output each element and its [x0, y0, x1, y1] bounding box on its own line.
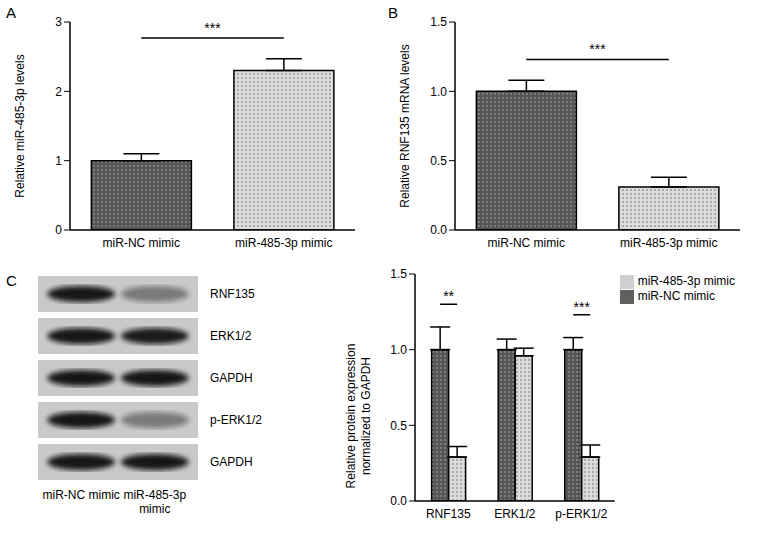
svg-text:**: ** — [443, 288, 454, 304]
svg-text:3: 3 — [55, 15, 62, 29]
svg-text:RNF135: RNF135 — [426, 507, 471, 521]
html-text:Relative protein expression no: Relative protein expression normalized t… — [344, 343, 373, 489]
html-text:C: C — [6, 272, 17, 289]
svg-text:GAPDH: GAPDH — [210, 455, 253, 469]
html-text:miR-NC mimic miR-485-3p mimic: miR-NC mimic miR-485-3p mimic — [42, 488, 187, 516]
svg-text:0.0: 0.0 — [430, 223, 447, 237]
svg-text:***: *** — [204, 20, 221, 36]
svg-text:miR-485-3p mimic: miR-485-3p mimic — [235, 236, 332, 250]
svg-text:1: 1 — [55, 154, 62, 168]
svg-text:ERK1/2: ERK1/2 — [210, 329, 252, 343]
svg-text:1.5: 1.5 — [430, 15, 447, 29]
svg-text:Relative miR-485-3p levels: Relative miR-485-3p levels — [13, 54, 27, 197]
html-text:miR-NC mimic: miR-NC mimic — [637, 288, 715, 303]
html-text:miR-485-3p mimic: miR-485-3p mimic — [637, 274, 735, 288]
svg-text:miR-NC mimic: miR-NC mimic — [103, 236, 180, 250]
svg-text:1.5: 1.5 — [390, 267, 407, 281]
svg-text:ERK1/2: ERK1/2 — [494, 507, 536, 521]
svg-text:miR-NC mimic: miR-NC mimic — [488, 236, 565, 250]
svg-text:GAPDH: GAPDH — [210, 371, 253, 385]
svg-text:0.5: 0.5 — [430, 154, 447, 168]
svg-text:2: 2 — [55, 85, 62, 99]
svg-text:***: *** — [589, 41, 606, 57]
svg-text:Relative RNF135 mRNA levels: Relative RNF135 mRNA levels — [398, 44, 412, 207]
svg-text:p-ERK1/2: p-ERK1/2 — [210, 413, 262, 427]
svg-text:***: *** — [574, 299, 591, 315]
svg-text:RNF135: RNF135 — [210, 287, 255, 301]
svg-text:1.0: 1.0 — [390, 343, 407, 357]
svg-text:0.5: 0.5 — [390, 419, 407, 433]
svg-text:0.0: 0.0 — [390, 494, 407, 508]
svg-text:1.0: 1.0 — [430, 85, 447, 99]
html-text:B: B — [388, 4, 398, 21]
svg-text:miR-485-3p mimic: miR-485-3p mimic — [620, 236, 717, 250]
svg-text:0: 0 — [55, 223, 62, 237]
html-text:A: A — [6, 4, 16, 21]
svg-text:p-ERK1/2: p-ERK1/2 — [555, 507, 607, 521]
